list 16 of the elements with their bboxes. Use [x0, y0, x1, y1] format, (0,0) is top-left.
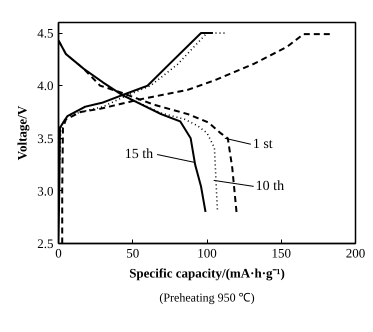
y-tick-label: 2.5 [37, 236, 54, 251]
x-tick-label: 50 [126, 246, 140, 260]
x-tick-label: 150 [272, 246, 291, 260]
annotation: 10 th [256, 178, 284, 194]
annotation: 1 st [252, 136, 273, 152]
x-tick-label: 200 [346, 246, 366, 260]
annotation: 15 th [124, 146, 154, 162]
x-axis-title: Specific capacity/(mA·h·g⁻¹) [129, 266, 285, 280]
y-tick-label: 4.5 [37, 26, 54, 41]
y-axis-title: Voltage/V [14, 105, 30, 160]
x-tick-label: 100 [197, 246, 217, 260]
y-tick-label: 3.5 [37, 130, 54, 146]
text: (Preheating 950 ℃) [159, 290, 255, 304]
y-tick-label: 3.0 [37, 183, 54, 198]
x-tick-label: 0 [55, 246, 62, 260]
y-tick-label: 4.0 [37, 78, 54, 94]
